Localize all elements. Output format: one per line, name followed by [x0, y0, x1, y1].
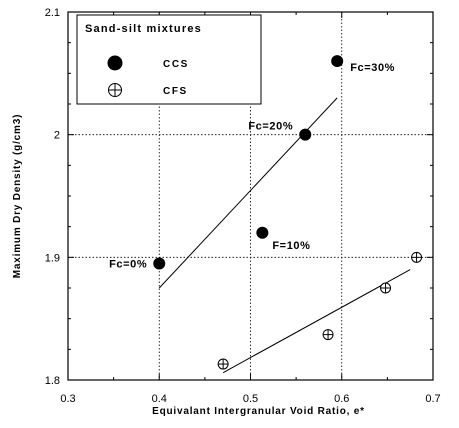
y-axis-title: Maximum Dry Density (g/cm3)	[12, 114, 23, 278]
y-tick-label: 1.8	[45, 375, 60, 387]
legend-box	[76, 14, 262, 105]
legend: Sand-silt mixtures CCS CFS	[76, 14, 262, 105]
data-point-cfs	[322, 329, 334, 341]
y-tick-labels: 1.8 1.9 2 2.1	[45, 7, 60, 387]
grid-lines	[68, 12, 433, 380]
point-annotation: Fc=30%	[350, 62, 395, 74]
x-tick-label: 0.4	[152, 393, 167, 405]
data-points	[153, 55, 423, 370]
data-point-ccs	[299, 128, 312, 141]
legend-label-cfs: CFS	[163, 86, 188, 97]
x-tick-label: 0.6	[334, 393, 349, 405]
data-point-cfs	[380, 282, 392, 294]
y-tick-label: 2	[54, 130, 60, 142]
y-tick-label: 1.9	[45, 252, 60, 264]
x-axis-title: Equivalant Intergranular Void Ratio, e*	[152, 406, 365, 417]
data-point-cfs	[217, 358, 229, 370]
x-tick-label: 0.3	[60, 393, 75, 405]
trendlines	[158, 97, 411, 374]
x-tick-label: 0.5	[243, 393, 258, 405]
legend-title: Sand-silt mixtures	[85, 23, 202, 35]
legend-marker-ccs	[107, 55, 123, 71]
point-annotation: F=10%	[272, 240, 310, 252]
data-point-ccs	[153, 257, 166, 270]
x-tick-labels: 0.3 0.4 0.5 0.6 0.7	[60, 393, 440, 405]
legend-entries: CCS CFS	[107, 55, 189, 97]
point-annotation: Fc=20%	[248, 121, 293, 133]
data-point-ccs	[256, 226, 269, 239]
y-tick-label: 2.1	[45, 7, 60, 19]
point-annotations: Fc=0% F=10% Fc=20% Fc=30%	[109, 62, 395, 270]
point-annotation: Fc=0%	[109, 258, 147, 270]
x-tick-label: 0.7	[425, 393, 440, 405]
legend-label-ccs: CCS	[163, 59, 189, 70]
trendline-cfs	[222, 269, 411, 374]
data-point-ccs	[331, 55, 344, 68]
legend-marker-cfs	[108, 83, 122, 97]
data-point-cfs	[411, 251, 423, 263]
